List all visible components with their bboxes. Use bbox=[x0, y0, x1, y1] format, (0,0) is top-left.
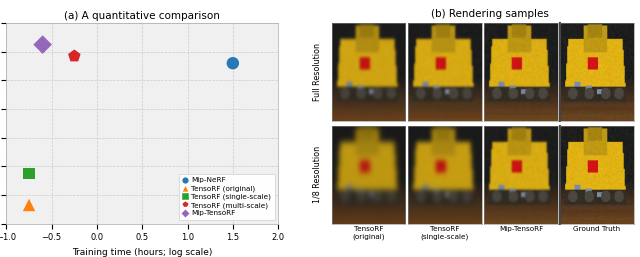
X-axis label: TensoRF
(single-scale): TensoRF (single-scale) bbox=[421, 226, 469, 240]
X-axis label: Training time (hours; log scale): Training time (hours; log scale) bbox=[72, 248, 212, 257]
X-axis label: Mip-TensoRF: Mip-TensoRF bbox=[499, 226, 543, 232]
X-axis label: TensoRF
(original): TensoRF (original) bbox=[353, 226, 385, 240]
X-axis label: Ground Truth: Ground Truth bbox=[573, 226, 621, 232]
Point bbox=[24, 203, 34, 207]
Text: (b) Rendering samples: (b) Rendering samples bbox=[431, 9, 548, 19]
Point bbox=[24, 171, 34, 176]
Point bbox=[69, 54, 79, 58]
Point bbox=[228, 61, 238, 65]
Title: (a) A quantitative comparison: (a) A quantitative comparison bbox=[65, 11, 220, 21]
Text: 1/8 Resolution: 1/8 Resolution bbox=[313, 146, 322, 204]
Text: Full Resolution: Full Resolution bbox=[313, 43, 322, 101]
Point bbox=[38, 43, 48, 47]
Legend: Mip-NeRF, TensoRF (original), TensoRF (single-scale), TensoRF (multi-scale), Mip: Mip-NeRF, TensoRF (original), TensoRF (s… bbox=[179, 174, 275, 220]
